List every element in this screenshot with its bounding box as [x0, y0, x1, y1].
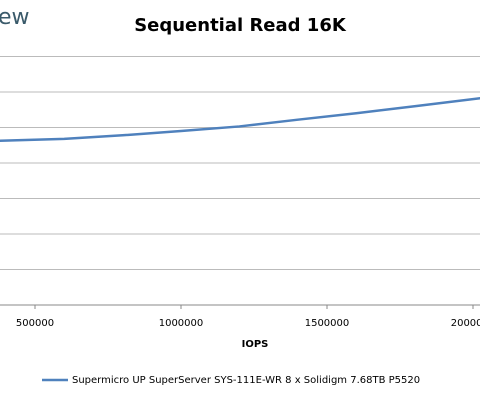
chart-title: Sequential Read 16K: [134, 15, 347, 36]
plot-area: [0, 96, 480, 142]
logo-text: ew: [0, 5, 30, 30]
data-line: [0, 96, 480, 142]
x-tick-label: 1500000: [305, 318, 350, 329]
legend-label: Supermicro UP SuperServer SYS-111E-WR 8 …: [72, 375, 420, 386]
x-tick-label: 2000000: [451, 318, 480, 329]
x-tick-label: 1000000: [159, 318, 204, 329]
x-tick-label: 500000: [16, 318, 54, 329]
x-axis-label: IOPS: [242, 339, 269, 350]
